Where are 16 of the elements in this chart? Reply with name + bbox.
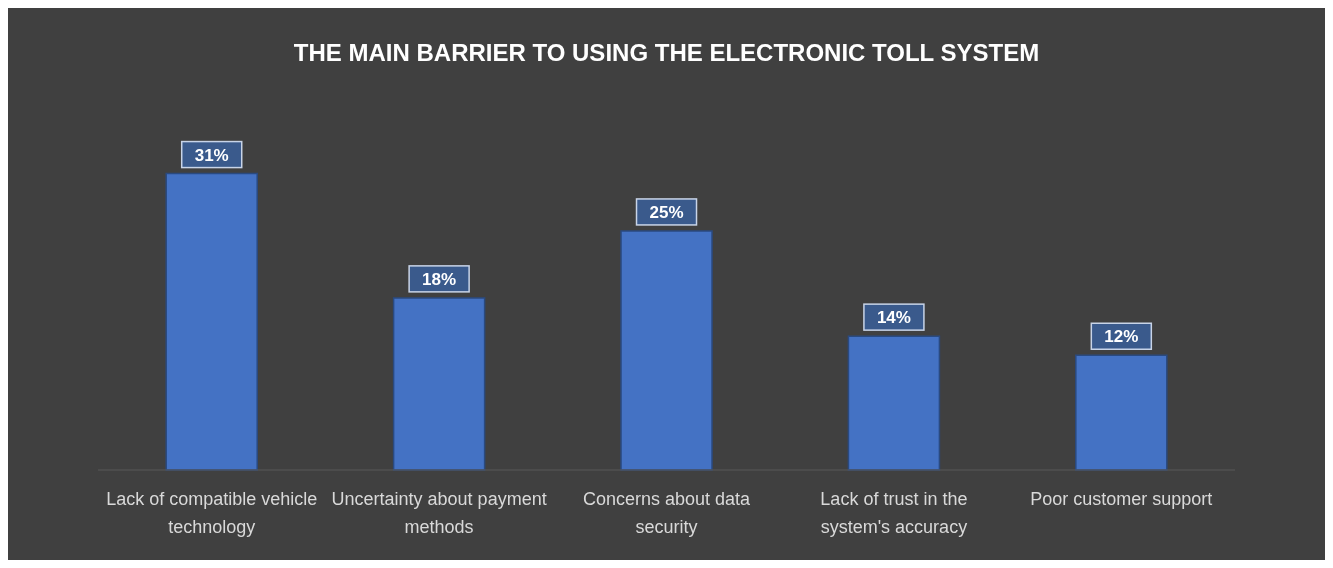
x-tick-label: Concerns about data security [582,488,752,537]
x-tick-label: Lack of compatible vehicle technology [106,488,318,537]
chart-title: THE MAIN BARRIER TO USING THE ELECTRONIC TOLL SYSTEM [292,38,1041,68]
x-tick-label: Uncertainty about payment methods [331,488,547,537]
x-tick-label: Lack of trust in the system's accuracy [820,488,968,537]
data-label: 14% [876,308,911,328]
data-label: 25% [649,202,684,222]
bar [620,230,713,471]
bar [1075,354,1168,471]
x-tick-label: Poor customer support [1030,488,1213,509]
bar [165,172,258,471]
bar [392,297,486,471]
data-label: 18% [422,269,457,289]
data-label: 12% [1104,327,1139,347]
bar [847,335,941,471]
data-label: 31% [194,145,229,165]
